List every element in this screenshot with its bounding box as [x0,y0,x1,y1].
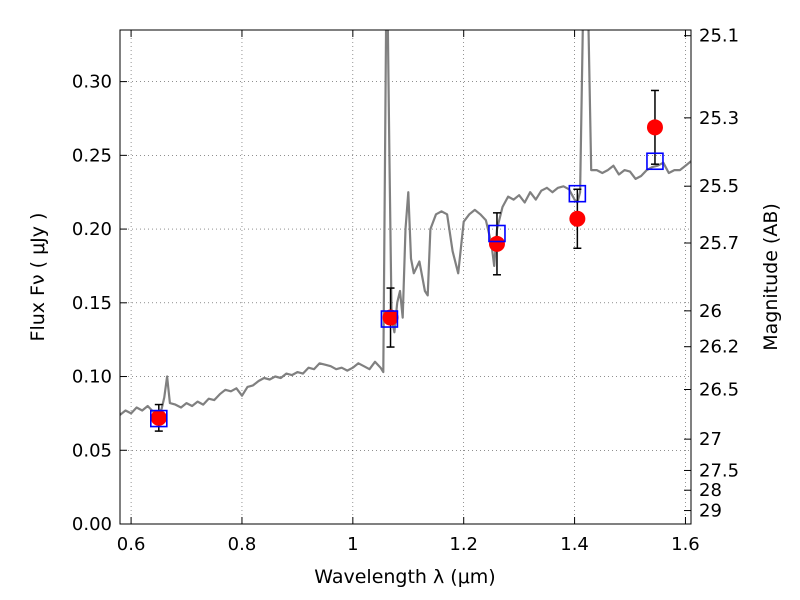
y-tick-label: 0.30 [72,72,112,93]
mag-tick-label: 25.3 [699,108,739,129]
y-tick-label: 0.10 [72,367,112,388]
x-tick-label: 1.4 [560,534,589,555]
y-axis-label: Flux Fν ( μJy ) [27,213,49,342]
model-square [150,409,168,428]
mag-tick-label: 29 [699,501,722,522]
y-tick-label: 0.05 [72,440,112,461]
x-tick-label: 1.2 [449,534,478,555]
mag-tick-label: 27.5 [699,460,739,481]
x-axis-label: Wavelength λ (μm) [314,566,495,588]
model-square [568,184,587,203]
observed-point [150,409,167,426]
mag-tick-label: 25.1 [699,26,739,47]
observed-point [488,235,505,252]
x-tick-label: 0.8 [228,534,257,555]
mag-tick-label: 28 [699,480,722,501]
model-square [380,310,399,328]
y-tick-label: 0.20 [72,219,112,240]
observed-point [646,119,663,136]
axis-ticks: 0.6 0.8 1 1.2 1.4 1.6 0.00 0.05 0.10 0.15 0.20 0.25… [72,26,739,555]
grid [120,30,691,524]
x-tick-label: 1.6 [671,534,700,555]
model-square [488,224,506,243]
mag-tick-label: 26.2 [699,337,739,358]
mag-tick-label: 25.5 [699,176,739,197]
spectrum-line [120,30,691,416]
model-square [646,152,664,171]
plot-area [120,30,691,432]
observed-point [569,210,586,227]
plot-frame [119,29,692,525]
observed-point [382,309,399,326]
mag-tick-label: 26 [699,301,722,322]
mag-tick-label: 26.5 [699,380,739,401]
x-tick-label: 1 [347,534,358,555]
mag-tick-label: 25.7 [699,233,739,254]
x-tick-label: 0.6 [117,534,146,555]
series-layer [120,30,691,432]
mag-tick-label: 27 [699,429,722,450]
y-tick-label: 0.00 [72,514,112,535]
y-tick-label: 0.25 [72,145,112,166]
y-tick-label: 0.15 [72,293,112,314]
y2-axis-label: Magnitude (AB) [760,203,782,351]
